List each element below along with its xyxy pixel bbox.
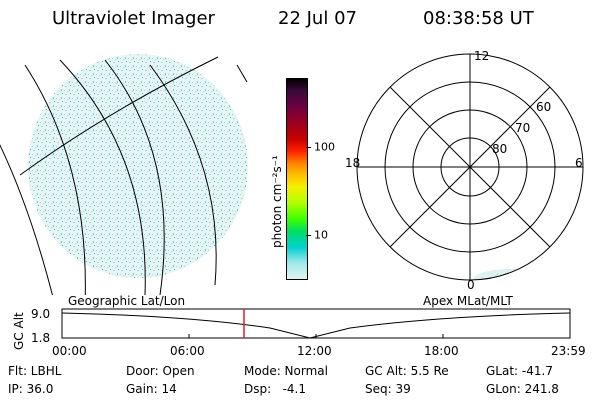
auroral-image <box>28 54 248 278</box>
lon-line <box>0 144 53 295</box>
glon-info: GLon: 241.8 <box>486 382 559 396</box>
lon-line <box>59 59 146 295</box>
colorbar-ticks: 100 10 <box>306 78 336 278</box>
lon-line <box>149 64 217 286</box>
mlt-label-18: 18 <box>345 156 360 170</box>
lat-label-80: 80 <box>492 142 507 156</box>
polar-axis <box>389 86 551 248</box>
gc-alt-info: GC Alt: 5.5 Re <box>365 364 449 378</box>
ip-info: IP: 36.0 <box>8 382 54 396</box>
lat-label-70: 70 <box>515 121 530 135</box>
dsp-info: Dsp: -4.1 <box>244 382 307 396</box>
timeline-x-tick: 23:59 <box>551 344 586 358</box>
mlt-label-0: 0 <box>467 278 475 292</box>
door-info: Door: Open <box>126 364 195 378</box>
filter-info: Flt: LBHL <box>8 364 62 378</box>
timeline-left-label: Geographic Lat/Lon <box>68 294 186 308</box>
lon-line <box>104 59 165 295</box>
colorbar-label: photon cm⁻²s⁻¹ <box>270 155 284 248</box>
gain-info: Gain: 14 <box>126 382 177 396</box>
altitude-timeline <box>61 308 571 339</box>
timeline-x-tick: 06:00 <box>170 344 205 358</box>
date-label: 22 Jul 07 <box>278 8 357 29</box>
lat-line <box>19 56 219 176</box>
lon-line <box>24 64 86 295</box>
colorbar-tick-label: 100 <box>314 140 335 154</box>
geographic-image-panel <box>0 54 248 295</box>
timeline-right-label: Apex MLat/MLT <box>423 294 513 308</box>
colorbar-tick-label: 10 <box>314 228 328 242</box>
timeline-x-tick: 12:00 <box>297 344 332 358</box>
mode-info: Mode: Normal <box>244 364 328 378</box>
app-title: Ultraviolet Imager <box>52 8 215 29</box>
lat-label-60: 60 <box>536 100 551 114</box>
mlt-label-12: 12 <box>474 49 489 63</box>
polar-plot: 12 18 6 0 60 70 80 <box>345 49 584 292</box>
timeline-x-tick: 00:00 <box>52 344 87 358</box>
colorbar <box>286 78 308 280</box>
timeline-frame <box>61 308 571 339</box>
altitude-curve <box>61 312 571 339</box>
mlt-label-6: 6 <box>575 156 583 170</box>
seq-info: Seq: 39 <box>365 382 411 396</box>
timeline-y-tick: 1.8 <box>31 331 51 345</box>
lon-line <box>236 64 248 83</box>
timeline-x-tick: 18:00 <box>424 344 459 358</box>
timeline-y-tick: 9.0 <box>31 307 51 321</box>
time-label: 08:38:58 UT <box>423 8 534 29</box>
glat-info: GLat: -41.7 <box>486 364 553 378</box>
